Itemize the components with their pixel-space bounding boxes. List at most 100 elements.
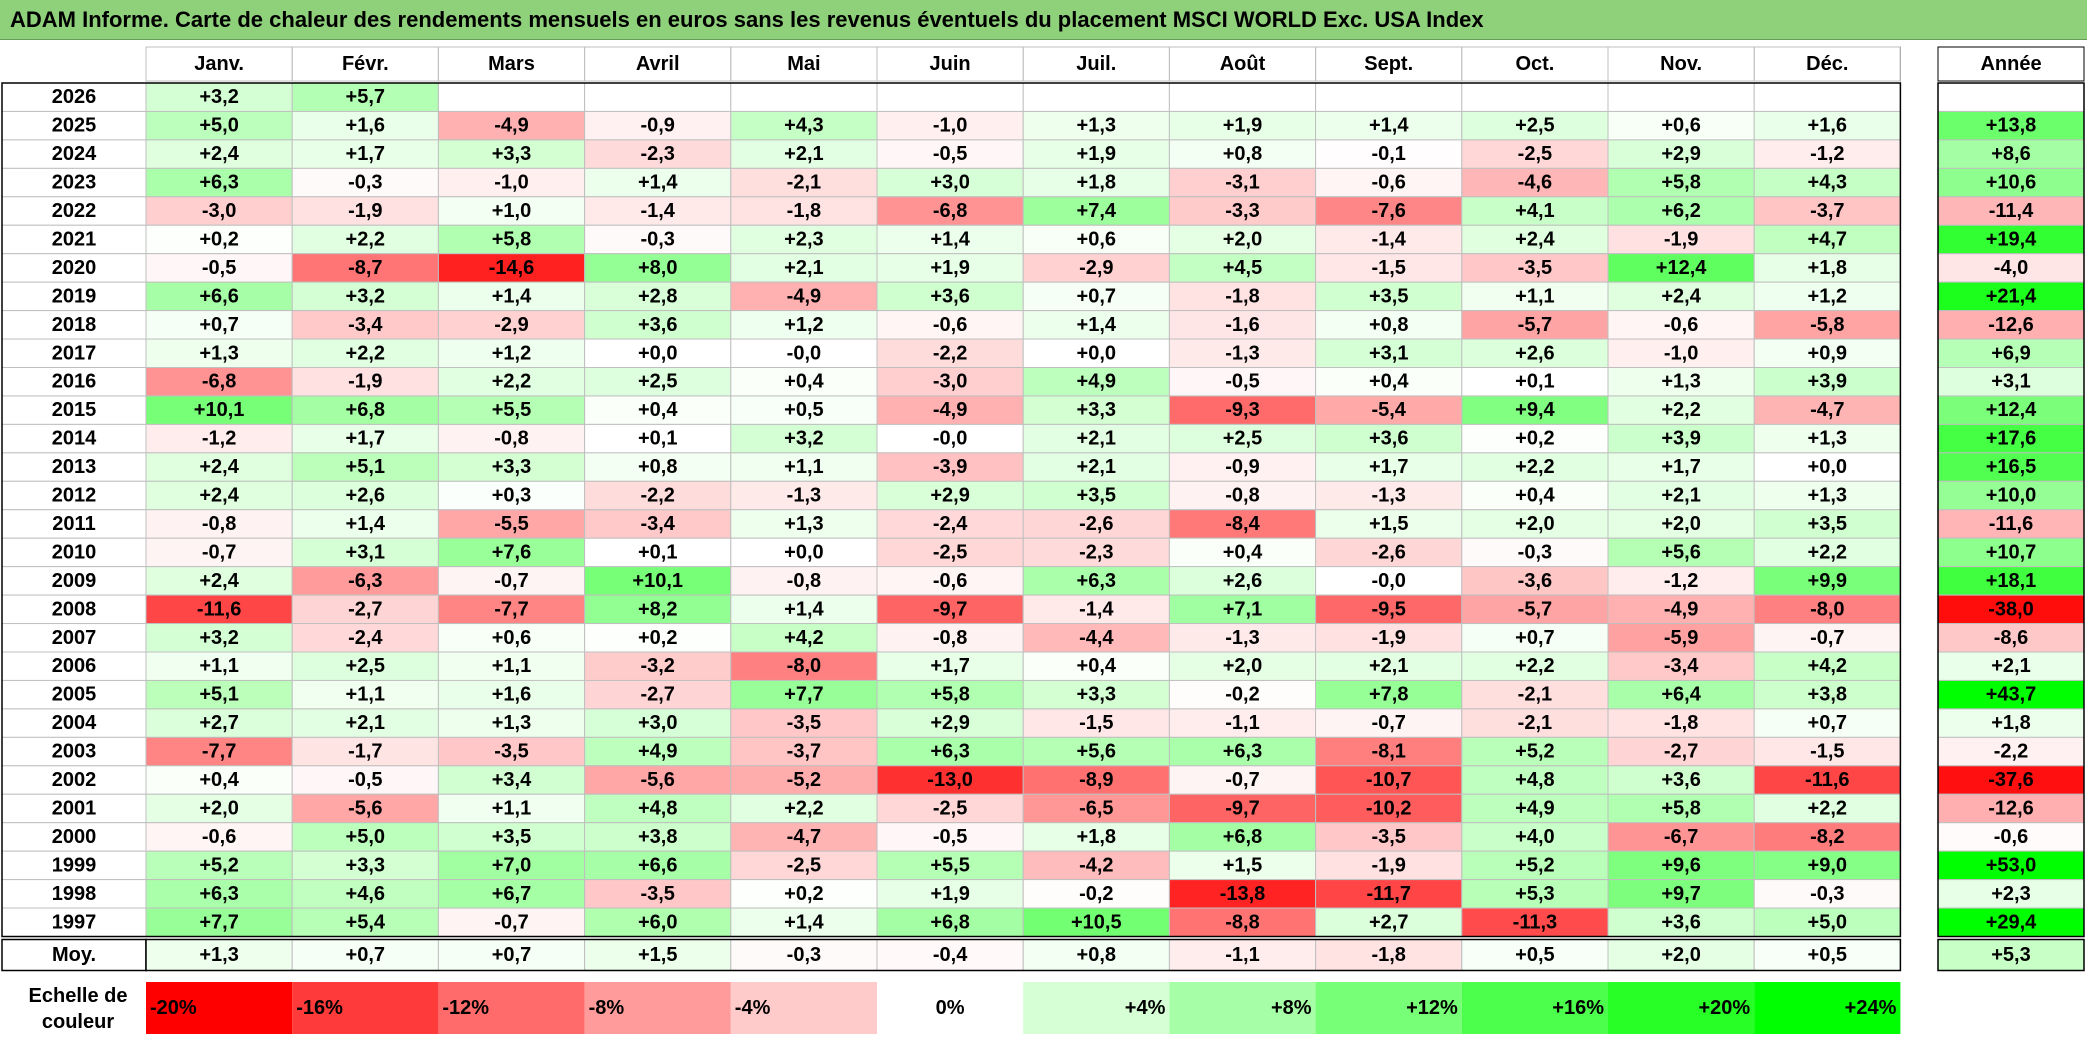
heatmap-cell <box>1461 480 1609 511</box>
heatmap-cell <box>1753 879 1901 909</box>
average-cell-value: -0,4 <box>933 944 968 966</box>
annual-cell <box>1937 281 2085 312</box>
heatmap-cell <box>1022 679 1170 710</box>
heatmap-cell-value: +5,6 <box>1077 741 1116 763</box>
heatmap-cell <box>1022 594 1170 625</box>
heatmap-cell <box>437 82 586 112</box>
heatmap-cell-value: +1,0 <box>492 200 531 222</box>
heatmap-cell <box>584 509 732 539</box>
scale-swatch-label: -20% <box>150 997 197 1019</box>
heatmap-cell-value: -0,8 <box>494 428 528 450</box>
heatmap-cell <box>291 139 439 169</box>
heatmap-cell-value: -0,7 <box>494 911 528 933</box>
heatmap-cell-value: +3,3 <box>492 456 531 478</box>
scale-swatch-label: 0% <box>936 997 965 1019</box>
heatmap-cell <box>437 423 586 454</box>
heatmap-cell-value: +2,7 <box>1369 911 1408 933</box>
heatmap-cell <box>584 480 732 511</box>
heatmap-cell <box>145 281 293 312</box>
heatmap-cell <box>1607 509 1755 539</box>
heatmap-cell-value: -2,3 <box>1079 541 1113 563</box>
heatmap-cell <box>1315 395 1463 425</box>
heatmap-cell-value: +2,2 <box>346 228 385 250</box>
average-cell-value: +0,5 <box>1808 944 1847 966</box>
heatmap-cell-value: -0,6 <box>1664 314 1698 336</box>
year-label: 2007 <box>52 627 97 649</box>
month-header-label: Juil. <box>1076 53 1116 75</box>
heatmap-cell-value: -0,8 <box>1225 485 1259 507</box>
heatmap-cell-value: -0,3 <box>348 172 382 194</box>
heatmap-cell-value: +1,4 <box>930 228 970 250</box>
heatmap-cell-value: -1,3 <box>1371 485 1405 507</box>
heatmap-cell <box>1753 281 1901 312</box>
heatmap-cell <box>145 623 293 653</box>
heatmap-cell <box>1607 395 1755 425</box>
scale-swatch <box>730 982 877 1034</box>
heatmap-cell-value: -3,1 <box>1225 172 1259 194</box>
year-label: 2019 <box>52 285 97 307</box>
heatmap-cell-value: -0,5 <box>202 257 236 279</box>
heatmap-cell <box>1168 452 1317 482</box>
year-cell <box>1 879 147 909</box>
heatmap-cell-value: +0,7 <box>199 314 238 336</box>
heatmap-cell-value: -11,7 <box>1366 883 1410 905</box>
year-label: 1999 <box>52 854 97 876</box>
heatmap-cell-value: -3,6 <box>1518 570 1552 592</box>
heatmap-cell-value: +0,7 <box>1515 627 1554 649</box>
heatmap-cell-value: +1,2 <box>1808 285 1847 307</box>
annual-cell-value: +10,7 <box>1986 541 2037 563</box>
heatmap-cell-value: +3,6 <box>1369 428 1408 450</box>
heatmap-cell-value: +0,6 <box>492 627 531 649</box>
heatmap-cell <box>1315 793 1463 824</box>
heatmap-cell <box>1461 253 1609 283</box>
heatmap-cell-value: -1,5 <box>1810 741 1844 763</box>
heatmap-cell <box>1315 367 1463 397</box>
heatmap-cell-value: -0,6 <box>933 570 967 592</box>
annual-cell-value: -2,2 <box>1994 741 2028 763</box>
heatmap-cell-value: -0,8 <box>933 627 967 649</box>
heatmap-cell-value: +2,9 <box>930 712 969 734</box>
heatmap-cell-value: +3,2 <box>784 428 823 450</box>
heatmap-cell-value: +1,4 <box>1369 115 1409 137</box>
heatmap-cell-value: +1,3 <box>784 513 823 535</box>
heatmap-cell-value: +1,9 <box>930 883 969 905</box>
heatmap-cell-value: -11,6 <box>1805 769 1849 791</box>
annual-cell-value: +21,4 <box>1986 285 2037 307</box>
month-header-label: Sept. <box>1364 53 1413 75</box>
heatmap-cell-value: +2,6 <box>1223 570 1262 592</box>
heatmap-cell <box>145 310 293 340</box>
heatmap-cell-value: +6,6 <box>199 285 238 307</box>
month-header-label: Avril <box>636 53 680 75</box>
heatmap-cell-value: -1,8 <box>1664 712 1698 734</box>
heatmap-cell <box>1461 224 1609 255</box>
heatmap-cell-value: +3,4 <box>492 769 532 791</box>
heatmap-cell-value: +0,5 <box>784 399 823 421</box>
heatmap-cell <box>1022 708 1170 738</box>
heatmap-cell <box>1168 423 1317 454</box>
heatmap-cell-value: +3,0 <box>638 712 677 734</box>
heatmap-cell-value: -0,5 <box>933 826 967 848</box>
heatmap-cell-value: -0,9 <box>640 115 674 137</box>
heatmap-cell <box>584 679 732 710</box>
heatmap-cell-value: -2,4 <box>933 513 968 535</box>
heatmap-cell-value: +2,5 <box>1223 428 1262 450</box>
heatmap-cell-value: -6,5 <box>1079 797 1113 819</box>
heatmap-cell <box>145 765 293 795</box>
heatmap-cell-value: +1,2 <box>784 314 823 336</box>
heatmap-cell-value: -0,0 <box>787 342 821 364</box>
year-label: 2025 <box>52 115 97 137</box>
heatmap-cell-value: -1,9 <box>348 200 382 222</box>
heatmap-cell-value: -1,0 <box>494 172 528 194</box>
heatmap-cell-value: +6,6 <box>638 854 677 876</box>
heatmap-cell-value: +1,4 <box>784 598 824 620</box>
month-header-label: Juin <box>930 53 971 75</box>
heatmap-cell-value: -0,7 <box>1371 712 1405 734</box>
heatmap-cell-value: +4,6 <box>346 883 385 905</box>
heatmap-cell <box>584 708 732 738</box>
annual-cell-value: -12,6 <box>1988 797 2034 819</box>
heatmap-cell-value: -1,5 <box>1079 712 1113 734</box>
year-cell <box>1 423 147 454</box>
heatmap-cell-value: -9,3 <box>1225 399 1259 421</box>
heatmap-cell-value: +3,6 <box>1661 769 1700 791</box>
heatmap-cell-value: +2,9 <box>930 485 969 507</box>
